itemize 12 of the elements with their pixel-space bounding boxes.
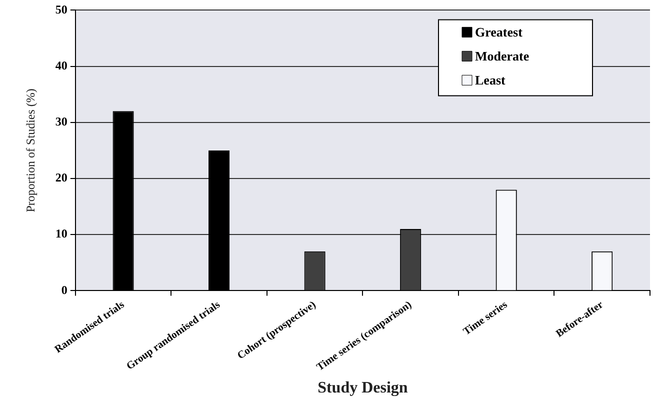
x-axis-title: Study Design (318, 380, 408, 397)
y-tick-label: 40 (55, 58, 68, 72)
y-tick-label: 20 (55, 170, 68, 185)
y-axis-title: Proportion of Studies (%) (23, 88, 38, 212)
legend-label: Moderate (475, 48, 530, 64)
y-tick-label: 50 (55, 2, 68, 16)
legend-label: Least (475, 72, 506, 88)
y-tick-label: 10 (55, 226, 68, 241)
x-tick-label: Time series (462, 300, 510, 338)
y-tick-label: 30 (55, 114, 68, 128)
legend-label: Greatest (475, 24, 524, 40)
y-tick-label: 0 (61, 282, 68, 297)
